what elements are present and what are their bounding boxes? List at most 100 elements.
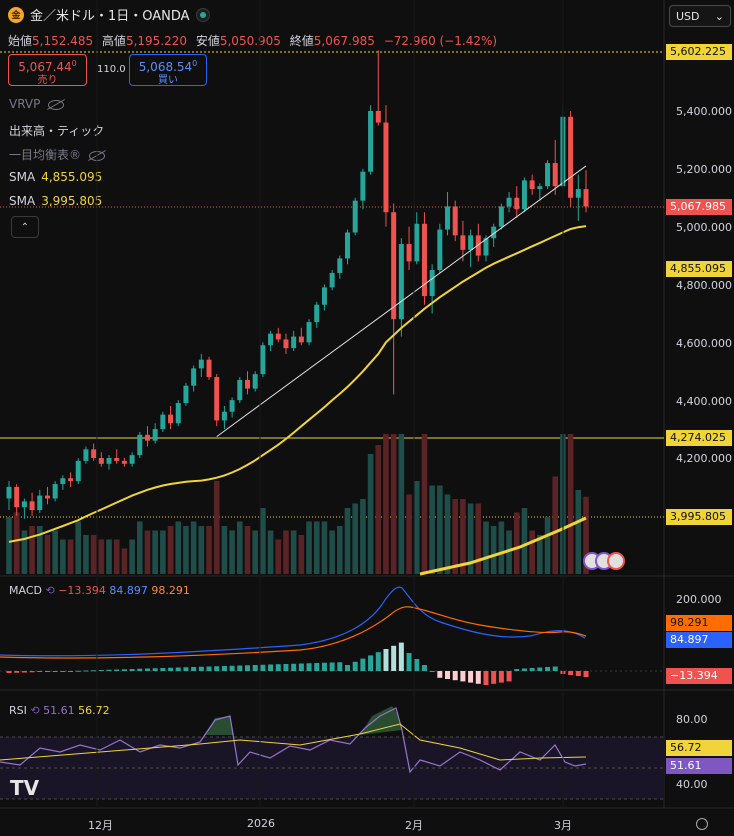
volume-bar [352,503,358,574]
volume-bar [190,521,197,574]
volume-bar [113,539,120,574]
volume-bar [383,434,389,574]
macd-hist-bar [137,668,143,671]
time-tick: 2026 [247,817,275,830]
candle-body [329,272,335,288]
macd-axis-tick: 200.000 [676,593,722,606]
volume-bar [583,496,589,574]
volume-bar [206,526,212,574]
candle-body [21,501,27,508]
macd-hist-bar [183,667,189,671]
macd-hist-bar [291,663,297,671]
gold-coin-icon: 金 [8,6,24,23]
volume-bar [437,485,443,574]
candle-body [398,244,404,320]
macd-histogram [6,642,589,685]
macd-hist-bar [144,668,150,671]
macd-hist-bar [414,659,420,671]
close-value: 5,067.985 [313,34,375,48]
macd-hist-bar [175,667,181,671]
price-tick: 4,800.000 [676,279,732,292]
candle-body [514,197,520,210]
volume-bar [537,535,543,574]
vrvp-indicator[interactable]: VRVP [9,97,65,111]
support-price-tag: 4,274.025 [666,430,732,446]
candle-body [321,287,327,305]
volume-bar [460,499,466,574]
volume-indicator[interactable]: 出来高・ティック [9,124,105,138]
rsi-legend[interactable]: RSI ⟲ 51.61 56.72 [9,704,110,717]
candle-body [314,304,320,323]
candle-body [229,400,235,412]
close-label: 終値 [289,34,314,48]
price-tick: 4,200.000 [676,452,732,465]
volume-bar [36,526,43,574]
macd-hist-bar [260,664,266,671]
high-label: 高値 [101,34,126,48]
gear-icon[interactable] [696,818,708,830]
macd-legend[interactable]: MACD ⟲ −13.394 84.897 98.291 [9,584,190,597]
volume-bar [321,521,328,574]
sma1-indicator[interactable]: SMA 4,855.095 [9,170,102,184]
chevron-down-icon: ⌄ [714,9,724,23]
price-tick: 4,600.000 [676,337,732,350]
macd-hist-tag: −13.394 [666,668,732,684]
sma-volume-line [419,516,587,576]
candle-body [52,484,58,499]
sell-label: 売り [37,75,58,86]
volume-bar [183,526,189,574]
volume-bar [221,526,228,574]
volume-bar [21,530,28,574]
sma1-value: 4,855.095 [41,170,103,184]
macd-hist-bar [445,671,451,679]
macd-hist-bar [575,671,581,676]
candle-body [44,495,50,499]
candle-body [445,206,451,230]
currency-select[interactable]: USD ⌄ [669,5,731,27]
settings-cycle-icon[interactable]: ⟲ [30,704,40,717]
sell-button[interactable]: 5,067.440 売り [8,54,87,86]
sma2-indicator[interactable]: SMA 3,995.805 [9,194,102,208]
volume-bar [398,434,405,574]
volume-bar [198,526,205,574]
volume-bar [367,454,374,574]
us-news-icons[interactable] [583,552,625,570]
us-flag-icon[interactable] [607,552,625,570]
low-value: 5,050.905 [219,34,281,48]
chart-title[interactable]: 金 金／米ドル・1日・OANDA [8,5,210,24]
collapse-legend-button[interactable]: ⌃ [11,216,39,238]
trendline[interactable] [216,165,587,438]
eye-hidden-icon[interactable] [48,99,65,110]
settings-cycle-icon[interactable]: ⟲ [45,584,55,597]
candle-body [221,411,227,421]
macd-hist-bar [244,665,250,671]
candle-body [529,180,535,190]
volume-bar [483,521,489,574]
candle-body [360,171,366,201]
candle-body [337,258,343,273]
macd-hist-bar [229,665,235,671]
macd-hist-bar [68,671,74,672]
volume-bar [421,434,428,574]
candle-body [437,229,443,271]
volume-bar [552,476,559,574]
tradingview-logo[interactable]: TV [10,776,40,800]
volume-bar [313,521,320,574]
price-axis[interactable]: 5,400.000 5,200.000 5,000.000 4,800.000 … [676,105,732,465]
macd-hist-bar [537,667,543,671]
macd-hist-bar [114,669,120,671]
macd-hist-bar [421,665,427,671]
volume-bar [329,530,335,574]
volume-bar [260,508,266,574]
candle-body [91,449,97,458]
volume-bar [290,530,297,574]
volume-bar [475,503,482,574]
volume-bar [490,526,497,574]
volume-bar [175,521,182,574]
macd-hist-value: −13.394 [58,584,106,597]
macd-hist-bar [21,671,27,673]
volume-bars [6,434,589,574]
buy-button[interactable]: 5,068.540 買い [129,54,207,86]
candle-body [421,223,427,297]
